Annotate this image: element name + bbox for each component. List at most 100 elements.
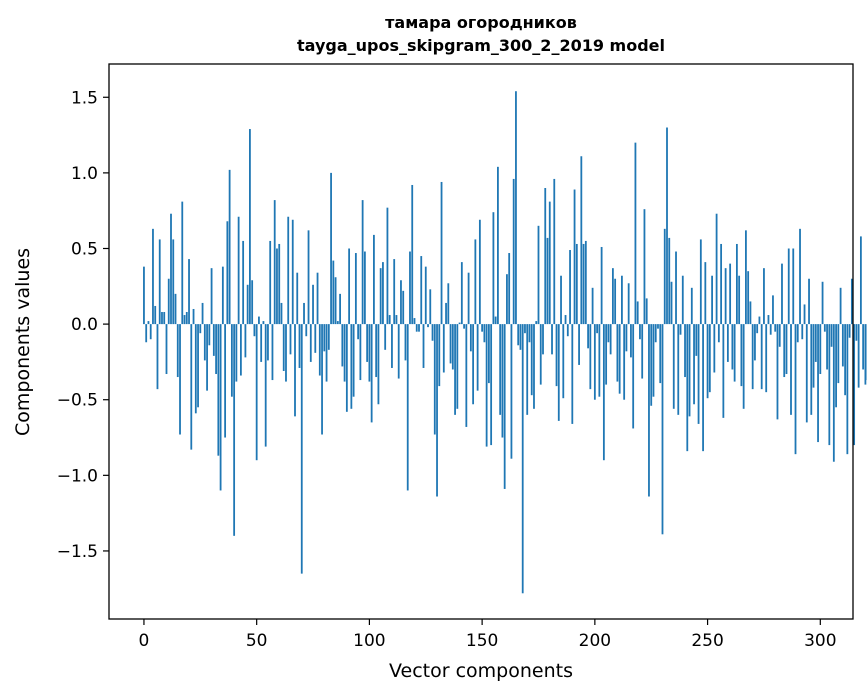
bar [853, 324, 856, 446]
bar [409, 251, 411, 325]
bar [433, 324, 436, 435]
bar [560, 275, 562, 325]
x-tick-label: 50 [246, 631, 268, 651]
bar [769, 324, 772, 335]
bar [298, 324, 301, 368]
bar [530, 324, 533, 396]
bar [478, 219, 481, 325]
y-tick-label: −1.5 [57, 542, 98, 562]
bar [787, 248, 790, 325]
bar [848, 324, 851, 338]
bar [641, 324, 644, 379]
bar-series [143, 91, 867, 594]
bar [289, 324, 292, 355]
bar [711, 275, 713, 325]
bar [431, 324, 434, 341]
bar [458, 322, 461, 325]
bar [832, 324, 835, 462]
bar [172, 239, 175, 325]
bar [255, 324, 258, 461]
bar [233, 324, 236, 536]
bar [402, 290, 405, 325]
bar [569, 250, 571, 325]
bar [582, 243, 585, 325]
x-tick-label: 150 [466, 631, 498, 651]
bar [706, 324, 709, 399]
bar [384, 324, 387, 350]
bar [814, 324, 817, 362]
bar [424, 266, 427, 325]
bar [528, 324, 531, 343]
bar [456, 324, 459, 409]
bar [303, 302, 305, 325]
bar [149, 324, 152, 340]
bar [648, 324, 650, 497]
bar [203, 324, 206, 361]
bar [605, 324, 608, 385]
bar [790, 324, 792, 415]
bar [165, 324, 168, 375]
bar [366, 324, 369, 362]
bar [370, 324, 373, 423]
bar [792, 248, 795, 325]
bar [621, 275, 623, 325]
bar [260, 324, 263, 362]
bar [183, 315, 186, 325]
bar [492, 212, 495, 325]
bar [494, 316, 497, 325]
bar [724, 268, 727, 325]
bar [517, 324, 520, 346]
bar [593, 324, 596, 400]
chart-title-line-2: tayga_upos_skipgram_300_2_2019 model [297, 36, 665, 55]
bar [670, 281, 673, 325]
plot-frame [108, 63, 854, 620]
bar [291, 219, 294, 325]
bar [185, 312, 188, 325]
bar [760, 324, 763, 390]
bar [859, 236, 862, 325]
bar [501, 324, 504, 438]
bar [679, 324, 682, 335]
bar [803, 304, 806, 325]
bar [810, 324, 813, 415]
bar [819, 324, 822, 375]
bar [654, 324, 657, 343]
bar [684, 324, 686, 378]
bar [267, 324, 269, 361]
bar [201, 302, 204, 325]
bar [147, 321, 150, 325]
bar [323, 324, 326, 352]
bar [722, 324, 725, 418]
bar [864, 324, 867, 385]
bar [515, 91, 517, 325]
bar [686, 324, 689, 452]
bar [357, 324, 360, 340]
bar [553, 178, 556, 325]
bar [246, 284, 249, 325]
bar [708, 324, 711, 393]
bar [555, 324, 558, 387]
bar [463, 324, 465, 329]
bar [156, 324, 159, 390]
bar [765, 324, 768, 393]
bar [465, 324, 468, 427]
bar [573, 189, 576, 325]
bar [406, 324, 409, 491]
bar [251, 280, 254, 325]
bar [363, 251, 366, 325]
bar [564, 315, 567, 325]
bar [510, 324, 513, 459]
bar [506, 274, 508, 325]
bar [212, 324, 215, 356]
bar [821, 281, 824, 325]
bar [733, 324, 736, 382]
bar [862, 324, 865, 370]
bar [751, 324, 754, 390]
bar [244, 324, 247, 358]
bar [352, 324, 355, 397]
bar [278, 243, 281, 325]
bar [294, 324, 296, 417]
bar [264, 324, 267, 447]
bar [269, 240, 272, 325]
bar [557, 324, 560, 421]
